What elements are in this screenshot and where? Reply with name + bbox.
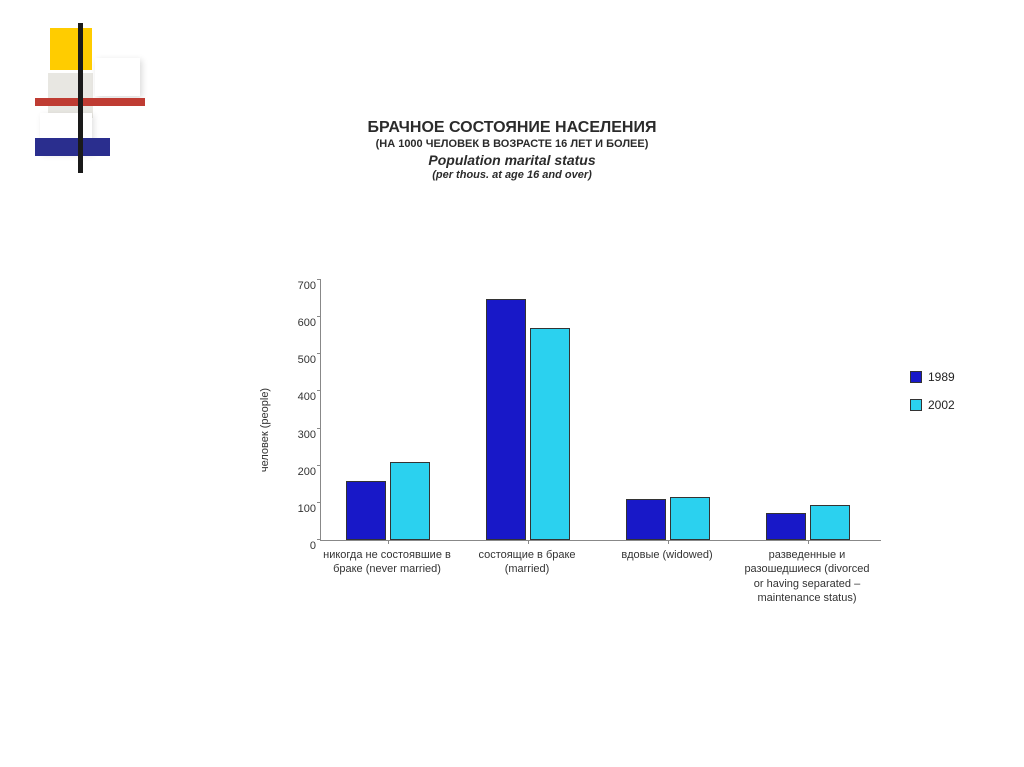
legend-label-1989: 1989 <box>928 370 955 384</box>
bar <box>810 505 850 540</box>
x-tick-mark <box>668 540 669 544</box>
category-label: никогда не состоявшие в браке (never mar… <box>322 548 452 577</box>
y-tick-mark <box>317 316 321 317</box>
y-tick-mark <box>317 353 321 354</box>
decor-gray-block <box>48 73 93 118</box>
legend-label-2002: 2002 <box>928 398 955 412</box>
bar <box>766 513 806 540</box>
y-tick-mark <box>317 465 321 466</box>
decor-yellow-block <box>50 28 92 70</box>
y-tick-mark <box>317 390 321 391</box>
x-tick-mark <box>388 540 389 544</box>
legend: 1989 2002 <box>910 370 955 426</box>
y-tick-label: 300 <box>286 429 316 441</box>
category-label: состоящие в браке (married) <box>462 548 592 577</box>
y-tick-mark <box>317 279 321 280</box>
x-tick-mark <box>528 540 529 544</box>
bar <box>486 299 526 540</box>
title-ru: БРАЧНОЕ СОСТОЯНИЕ НАСЕЛЕНИЯ <box>0 118 1024 138</box>
y-tick-label: 200 <box>286 466 316 478</box>
y-axis-label: человек (people) <box>250 280 280 580</box>
bar <box>530 328 570 540</box>
y-tick-label: 400 <box>286 391 316 403</box>
y-tick-label: 600 <box>286 317 316 329</box>
bar <box>346 481 386 540</box>
category-label: разведенные и разошедшиеся (divorced or … <box>742 548 872 605</box>
legend-swatch-2002 <box>910 399 922 411</box>
y-tick-mark <box>317 502 321 503</box>
chart: человек (people) 0100200300400500600700 … <box>290 280 910 660</box>
category-label: вдовые (widowed) <box>602 548 732 562</box>
decor-white-block-1 <box>95 58 140 96</box>
y-tick-label: 700 <box>286 280 316 292</box>
y-tick-label: 500 <box>286 354 316 366</box>
legend-swatch-1989 <box>910 371 922 383</box>
y-tick-mark <box>317 539 321 540</box>
y-tick-label: 0 <box>286 540 316 552</box>
legend-item-2002: 2002 <box>910 398 955 412</box>
title-block: БРАЧНОЕ СОСТОЯНИЕ НАСЕЛЕНИЯ (НА 1000 ЧЕЛ… <box>0 118 1024 183</box>
x-tick-mark <box>808 540 809 544</box>
y-tick-label: 100 <box>286 503 316 515</box>
title-en: Population marital status <box>0 152 1024 170</box>
bar <box>626 499 666 540</box>
y-axis-label-text: человек (people) <box>259 388 271 472</box>
decor-red-bar <box>35 98 145 106</box>
plot-area: 0100200300400500600700 <box>320 280 881 541</box>
subtitle-ru: (НА 1000 ЧЕЛОВЕК В ВОЗРАСТЕ 16 ЛЕТ И БОЛ… <box>0 138 1024 152</box>
slide: БРАЧНОЕ СОСТОЯНИЕ НАСЕЛЕНИЯ (НА 1000 ЧЕЛ… <box>0 0 1024 767</box>
bar <box>670 497 710 540</box>
bar <box>390 462 430 540</box>
y-tick-mark <box>317 428 321 429</box>
subtitle-en: (per thous. at age 16 and over) <box>0 169 1024 183</box>
legend-item-1989: 1989 <box>910 370 955 384</box>
